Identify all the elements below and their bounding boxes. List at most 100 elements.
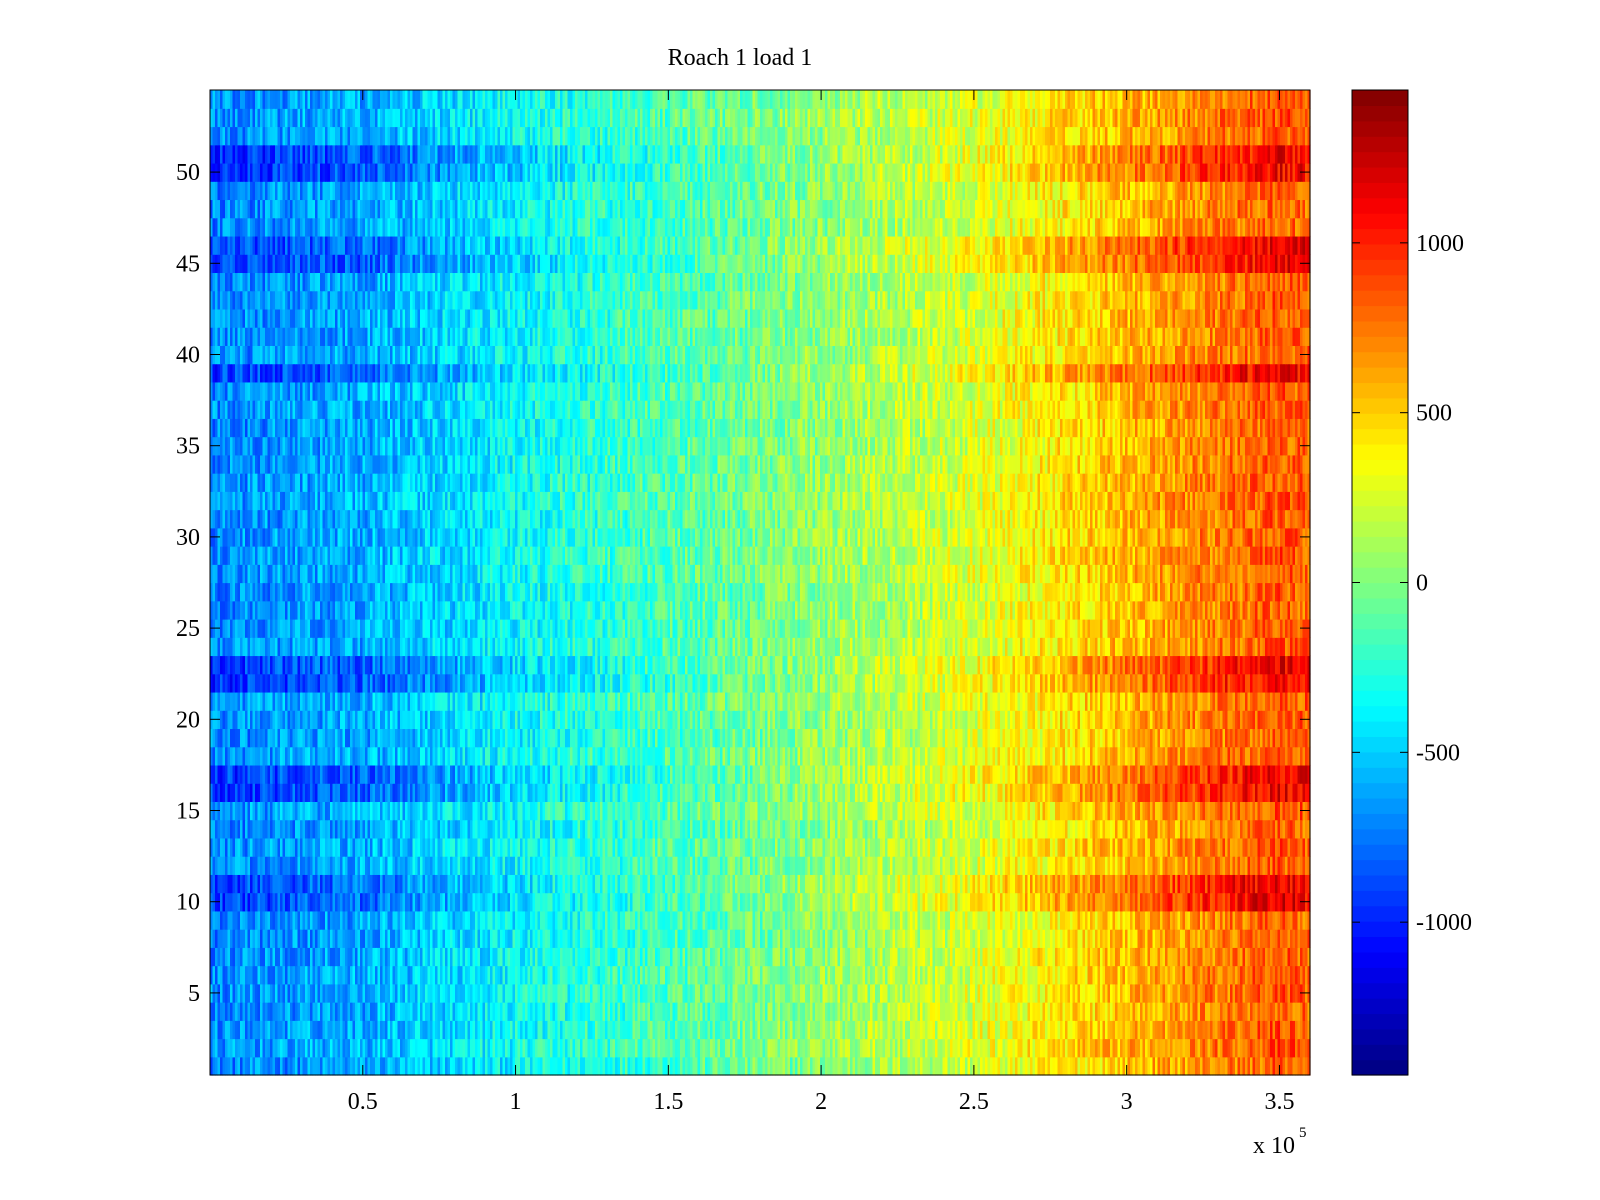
heatmap-cell (662, 1038, 666, 1058)
heatmap-cell (852, 983, 856, 1003)
heatmap-cell (920, 947, 924, 967)
heatmap-cell (250, 910, 254, 930)
heatmap-cell (755, 983, 759, 1003)
heatmap-cell (387, 929, 391, 948)
heatmap-cell (777, 1038, 781, 1058)
heatmap-cell (262, 947, 266, 967)
heatmap-cell (335, 1020, 339, 1040)
heatmap-cell (442, 1002, 446, 1021)
heatmap-cell (710, 929, 714, 948)
heatmap-cell (930, 1020, 934, 1040)
heatmap-cell (1035, 947, 1039, 967)
heatmap-cell (630, 1056, 634, 1076)
heatmap-cell (537, 1002, 541, 1021)
heatmap-cell (485, 1056, 489, 1076)
heatmap-cell (822, 1038, 826, 1058)
heatmap-cell (457, 1038, 461, 1058)
heatmap-cell (1022, 1038, 1026, 1058)
heatmap-cell (1110, 929, 1114, 948)
heatmap-cell (372, 1002, 376, 1021)
heatmap-cell (1130, 983, 1134, 1003)
heatmap-cell (705, 1038, 709, 1058)
heatmap-cell (685, 1002, 689, 1021)
heatmap-cell (965, 947, 969, 967)
heatmap-cell (425, 1056, 429, 1076)
heatmap-cell (357, 983, 361, 1003)
heatmap-cell (592, 947, 596, 967)
heatmap-cell (552, 1056, 556, 1076)
heatmap-cell (527, 1002, 531, 1021)
heatmap-cell (830, 983, 834, 1003)
heatmap-cell (322, 910, 326, 930)
heatmap-cell (952, 1002, 956, 1021)
heatmap-cell (347, 1056, 351, 1076)
heatmap-cell (1070, 965, 1074, 985)
heatmap-cell (1090, 929, 1094, 948)
heatmap-cell (605, 929, 609, 948)
heatmap-cell (1237, 1038, 1241, 1058)
heatmap-cell (265, 947, 269, 967)
heatmap-cell (1035, 1020, 1039, 1040)
heatmap-cell (327, 910, 331, 930)
heatmap-cell (1147, 1038, 1151, 1058)
heatmap-cell (1082, 1038, 1086, 1058)
heatmap-cell (1257, 1020, 1261, 1040)
heatmap-cell (867, 1002, 871, 1021)
heatmap-cell (1140, 965, 1144, 985)
heatmap-cell (317, 947, 321, 967)
heatmap-cell (872, 947, 876, 967)
heatmap-cell (340, 947, 344, 967)
heatmap-cell (557, 947, 561, 967)
heatmap-cell (252, 983, 256, 1003)
heatmap-cell (1280, 1038, 1284, 1058)
heatmap-cell (982, 929, 986, 948)
heatmap-cell (747, 1038, 751, 1058)
heatmap-cell (317, 1002, 321, 1021)
heatmap-cell (1305, 1020, 1309, 1040)
heatmap-cell (1180, 1002, 1184, 1021)
heatmap-cell (690, 983, 694, 1003)
heatmap-cell (1235, 947, 1239, 967)
heatmap-cell (992, 983, 996, 1003)
heatmap-cell (217, 1038, 221, 1058)
heatmap-cell (620, 947, 624, 967)
heatmap-cell (1205, 1056, 1209, 1076)
heatmap-cell (1132, 947, 1136, 967)
heatmap-cell (557, 1002, 561, 1021)
heatmap-cell (1092, 1038, 1096, 1058)
heatmap-cell (785, 929, 789, 948)
heatmap-cell (350, 947, 354, 967)
heatmap-cell (787, 1020, 791, 1040)
heatmap-cell (735, 1002, 739, 1021)
heatmap-cell (640, 1056, 644, 1076)
heatmap-cell (467, 983, 471, 1003)
heatmap-cell (227, 1020, 231, 1040)
heatmap-cell (472, 1002, 476, 1021)
heatmap-cell (595, 1038, 599, 1058)
heatmap-cell (1132, 929, 1136, 948)
heatmap-cell (572, 1056, 576, 1076)
heatmap-cell (892, 947, 896, 967)
heatmap-cell (785, 947, 789, 967)
heatmap-cell (447, 965, 451, 985)
heatmap-cell (1217, 1056, 1221, 1076)
heatmap-cell (717, 965, 721, 985)
heatmap-cell (952, 1020, 956, 1040)
heatmap-cell (1227, 1038, 1231, 1058)
heatmap-cell (252, 929, 256, 948)
heatmap-cell (765, 1038, 769, 1058)
heatmap-cell (1132, 983, 1136, 1003)
heatmap-cell (1020, 929, 1024, 948)
heatmap-cell (1177, 1020, 1181, 1040)
heatmap-cell (810, 1020, 814, 1040)
heatmap-cell (557, 1056, 561, 1076)
heatmap-cell (407, 1038, 411, 1058)
heatmap-cell (990, 1056, 994, 1076)
heatmap-cell (622, 1038, 626, 1058)
heatmap-cell (365, 1020, 369, 1040)
heatmap-cell (752, 1056, 756, 1076)
heatmap-cell (435, 1020, 439, 1040)
heatmap-cell (955, 1056, 959, 1076)
heatmap-cell (362, 1038, 366, 1058)
heatmap-cell (387, 947, 391, 967)
